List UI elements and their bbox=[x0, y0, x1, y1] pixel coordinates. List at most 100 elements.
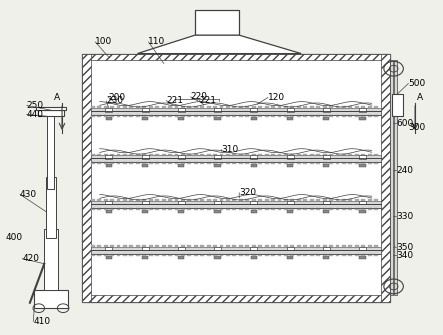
Bar bbox=[220, 245, 223, 247]
Bar bbox=[329, 153, 333, 155]
Bar bbox=[168, 115, 172, 117]
Bar bbox=[117, 107, 120, 108]
Bar bbox=[117, 199, 120, 201]
Bar bbox=[194, 208, 198, 210]
Bar bbox=[381, 54, 390, 302]
Text: 310: 310 bbox=[222, 145, 239, 154]
Bar bbox=[368, 107, 372, 108]
Bar bbox=[149, 162, 153, 164]
Bar bbox=[142, 208, 146, 210]
Bar bbox=[136, 162, 140, 164]
Bar bbox=[123, 199, 127, 201]
Bar bbox=[194, 245, 198, 247]
Bar bbox=[129, 107, 133, 108]
Bar bbox=[297, 115, 301, 117]
Bar bbox=[361, 254, 365, 256]
Bar bbox=[136, 208, 140, 210]
Bar bbox=[220, 115, 223, 117]
Bar bbox=[258, 153, 262, 155]
Bar bbox=[335, 153, 339, 155]
Bar bbox=[91, 108, 381, 111]
Bar bbox=[355, 208, 359, 210]
Bar bbox=[252, 107, 256, 108]
Bar bbox=[220, 208, 223, 210]
Text: 221: 221 bbox=[166, 96, 183, 105]
Bar bbox=[239, 199, 243, 201]
Bar bbox=[250, 201, 257, 204]
Bar bbox=[155, 254, 159, 256]
Bar bbox=[142, 247, 149, 250]
Bar bbox=[287, 201, 294, 204]
Bar bbox=[155, 245, 159, 247]
Bar bbox=[250, 108, 257, 112]
Bar bbox=[348, 162, 352, 164]
Text: 500: 500 bbox=[408, 79, 426, 88]
Bar bbox=[162, 254, 166, 256]
Bar bbox=[284, 245, 288, 247]
Bar bbox=[264, 115, 268, 117]
Bar bbox=[291, 153, 294, 155]
Bar bbox=[200, 153, 204, 155]
Bar bbox=[361, 199, 365, 201]
Bar bbox=[213, 107, 217, 108]
Bar bbox=[316, 107, 320, 108]
Bar bbox=[175, 199, 179, 201]
Bar bbox=[271, 254, 275, 256]
Bar bbox=[142, 164, 148, 167]
Bar bbox=[149, 153, 153, 155]
Bar bbox=[291, 245, 294, 247]
Bar bbox=[105, 247, 113, 250]
Bar bbox=[264, 107, 268, 108]
Bar bbox=[149, 115, 153, 117]
Bar bbox=[329, 107, 333, 108]
Bar bbox=[129, 245, 133, 247]
Bar bbox=[359, 201, 366, 204]
Bar bbox=[252, 162, 256, 164]
Bar bbox=[91, 111, 381, 115]
Bar bbox=[316, 245, 320, 247]
Bar bbox=[258, 245, 262, 247]
Bar bbox=[258, 208, 262, 210]
Bar bbox=[123, 208, 127, 210]
Bar bbox=[323, 107, 326, 108]
Bar bbox=[155, 153, 159, 155]
Bar bbox=[106, 117, 112, 120]
Bar bbox=[149, 245, 153, 247]
Bar bbox=[123, 107, 127, 108]
Bar bbox=[187, 115, 191, 117]
Bar bbox=[162, 199, 166, 201]
Bar bbox=[178, 247, 185, 250]
Bar bbox=[251, 210, 257, 213]
Bar bbox=[82, 295, 390, 302]
Bar bbox=[297, 199, 301, 201]
Bar bbox=[200, 115, 204, 117]
Bar bbox=[181, 245, 185, 247]
Bar bbox=[323, 117, 329, 120]
Bar bbox=[342, 107, 346, 108]
Bar bbox=[355, 245, 359, 247]
Bar bbox=[329, 254, 333, 256]
Bar bbox=[374, 199, 378, 201]
Bar bbox=[239, 107, 243, 108]
Bar bbox=[316, 254, 320, 256]
Bar bbox=[220, 153, 223, 155]
Bar bbox=[233, 199, 237, 201]
Bar bbox=[287, 210, 293, 213]
Bar bbox=[284, 162, 288, 164]
Bar bbox=[214, 247, 221, 250]
Bar bbox=[187, 199, 191, 201]
Bar bbox=[252, 254, 256, 256]
Polygon shape bbox=[137, 35, 301, 54]
Bar bbox=[97, 115, 101, 117]
Bar bbox=[162, 245, 166, 247]
Bar bbox=[91, 153, 95, 155]
Bar bbox=[226, 115, 230, 117]
Bar bbox=[178, 108, 185, 112]
Bar bbox=[91, 254, 95, 256]
Text: 300: 300 bbox=[408, 124, 426, 132]
Text: 200: 200 bbox=[109, 93, 126, 102]
Bar bbox=[136, 107, 140, 108]
Bar bbox=[97, 254, 101, 256]
Bar bbox=[142, 210, 148, 213]
Bar bbox=[168, 153, 172, 155]
